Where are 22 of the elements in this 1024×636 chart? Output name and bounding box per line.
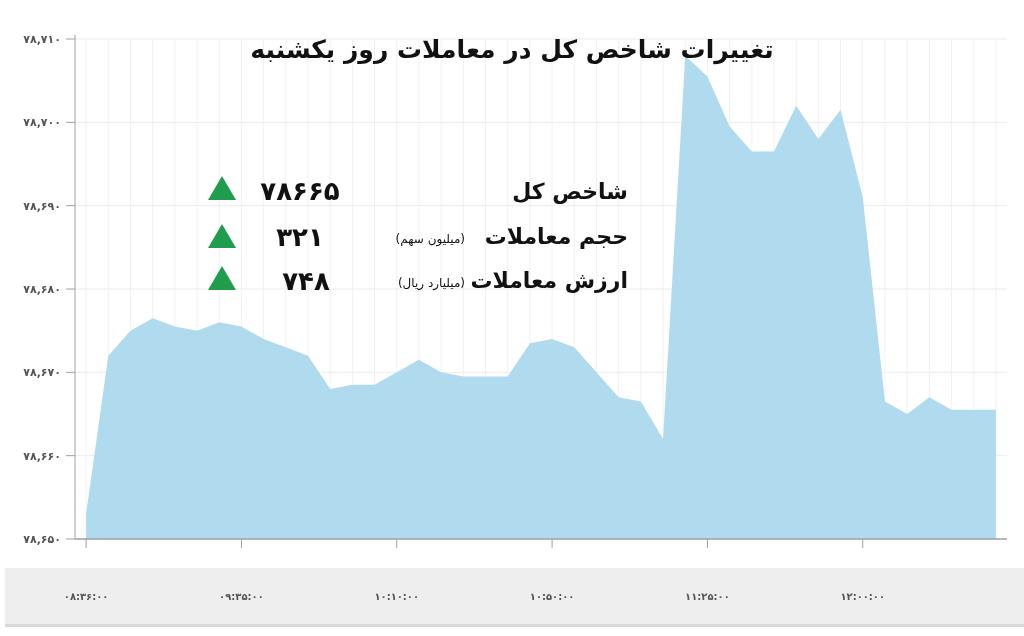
annotation: (میلیارد ریال): [397, 276, 465, 290]
annotation: حجم معاملات: [484, 224, 628, 249]
y-tick-label: ۷۸,۷۱۰: [23, 33, 61, 46]
annotation: ۷۴۸: [282, 266, 330, 296]
annotation: ۳۲۱: [276, 222, 324, 252]
y-tick-label: ۷۸,۶۸۰: [23, 283, 61, 296]
y-tick-label: ۷۸,۶۹۰: [23, 199, 61, 213]
x-tick-label: ۱۰:۱۰:۰۰: [374, 591, 420, 602]
y-tick-label: ۷۸,۶۶۰: [23, 449, 61, 463]
x-tick-label: ۱۰:۵۰:۰۰: [529, 591, 575, 602]
title: تغییرات شاخص کل در معاملات روز یکشنبه: [250, 35, 774, 64]
x-tick-label: ۱۱:۲۵:۰۰: [685, 591, 730, 602]
annotation: شاخص کل: [512, 179, 628, 204]
x-tick-label: ۱۲:۰۰:۰۰: [840, 591, 886, 602]
annotation: ارزش معاملات: [470, 268, 628, 293]
annotation: (میلیون سهم): [395, 232, 465, 246]
y-tick-label: ۷۸,۶۵۰: [23, 533, 61, 546]
x-tick-label: ۰۹:۳۵:۰۰: [219, 591, 264, 602]
annotation: ۷۸۶۶۵: [260, 176, 340, 206]
x-tick-label: ۰۸:۳۶:۰۰: [63, 591, 109, 602]
y-tick-label: ۷۸,۶۷۰: [23, 366, 61, 380]
y-tick-label: ۷۸,۷۰۰: [23, 116, 61, 130]
